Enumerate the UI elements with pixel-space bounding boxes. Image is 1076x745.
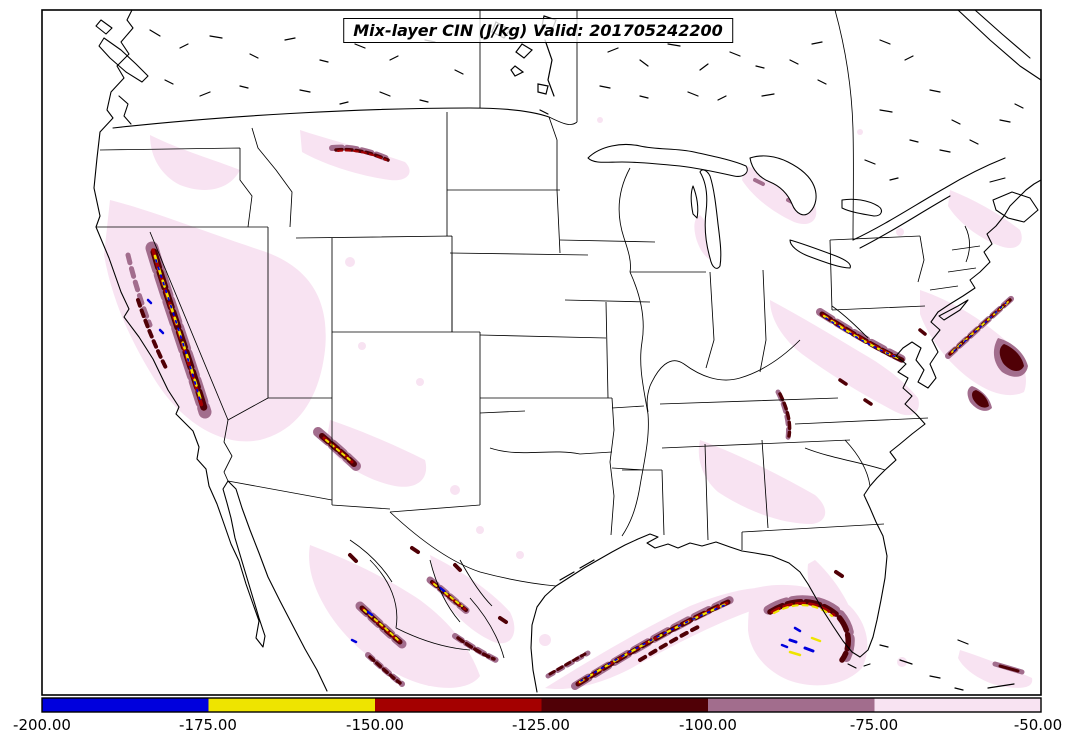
colorbar-segment <box>708 698 875 712</box>
colorbar <box>41 697 1042 713</box>
great-lakes <box>587 143 882 269</box>
colorbar-tick-label: -150.00 <box>346 716 404 734</box>
colorbar-tick-label: -100.00 <box>679 716 737 734</box>
colorbar-segment <box>541 698 708 712</box>
colorbar-tick-label: -175.00 <box>179 716 237 734</box>
colorbar-segment <box>874 698 1041 712</box>
colorbar-border <box>41 697 1042 713</box>
colorbar-segment <box>208 698 375 712</box>
colorbar-segment <box>42 698 209 712</box>
state-borders <box>96 9 981 659</box>
colorbar-tick-label: -125.00 <box>512 716 570 734</box>
shading-blue-layer <box>146 259 1007 682</box>
colorbar-segment <box>375 698 542 712</box>
plot-frame <box>41 9 1042 696</box>
colorbar-tick-label: -50.00 <box>1013 716 1063 734</box>
colorbar-tick-label: -75.00 <box>849 716 899 734</box>
map-title: Mix-layer CIN (J/kg) Valid: 201705242200 <box>343 18 733 43</box>
colorbar-tick-label: -200.00 <box>13 716 71 734</box>
